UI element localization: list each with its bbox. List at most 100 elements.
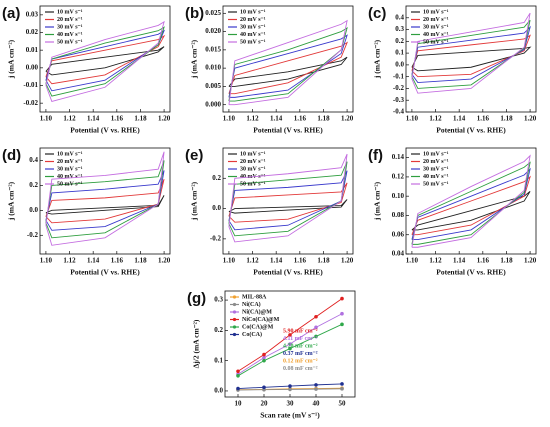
legend-label: 10 mV s⁻¹: [240, 151, 266, 157]
series-line: [411, 154, 531, 248]
series-line: [45, 34, 166, 85]
legend-label: 40 mV s⁻¹: [57, 32, 83, 38]
legend-label: Ni(CA): [242, 301, 261, 308]
x-tick-label: 1.14: [453, 115, 466, 123]
legend-label: 40 mV s⁻¹: [57, 174, 83, 180]
panel-label: (a): [2, 5, 20, 22]
y-axis-label: j (mA cm⁻²): [190, 39, 199, 79]
x-tick-label: 1.10: [223, 115, 236, 123]
point: [236, 374, 240, 378]
series-line: [45, 195, 165, 215]
x-tick-label: 1.14: [270, 115, 283, 123]
legend-marker: [232, 317, 237, 322]
series-line: [228, 41, 349, 95]
legend-label: 50 mV s⁻¹: [240, 181, 266, 187]
x-tick-label: 50: [339, 400, 347, 408]
legend-label: 50 mV s⁻¹: [423, 181, 449, 187]
y-tick-label: -0.1: [393, 72, 405, 80]
point: [262, 352, 266, 357]
legend-label: MIL-88A: [242, 294, 267, 300]
y-tick-label: -0.2: [27, 231, 39, 239]
x-tick-label: 1.14: [87, 257, 100, 265]
point: [340, 382, 344, 386]
y-tick-label: 0.03: [26, 10, 39, 18]
annotation: 5.90 mF cm⁻²: [283, 328, 318, 334]
legend-label: Co(CA): [242, 331, 262, 338]
point: [262, 355, 266, 360]
x-tick-label: 1.12: [429, 115, 442, 123]
series-line: [228, 19, 348, 106]
panel: (g) 10 20 30 40 50 0.0 0.1 0.2 0.3 Scan rate (mV s…: [187, 290, 356, 420]
series-line: [411, 46, 532, 72]
legend-label: 10 mV s⁻¹: [57, 151, 83, 157]
series-line: [228, 56, 348, 87]
legend-label: 50 mV s⁻¹: [57, 181, 83, 187]
panel: (d) 1.10 1.12 1.14 1.16 1.18 1.20 -0.2 0.0 0.2 0.4…: [2, 147, 171, 277]
x-tick-label: 1.12: [63, 115, 76, 123]
series-line: [228, 199, 348, 214]
y-tick-label: 0.020: [205, 27, 221, 35]
y-tick-label: -0.01: [23, 81, 38, 89]
point: [288, 384, 292, 388]
legend-label: 20 mV s⁻¹: [57, 159, 83, 165]
series-line: [45, 178, 165, 224]
x-tick-label: 40: [313, 400, 321, 408]
x-tick-label: 1.16: [111, 115, 124, 123]
x-tick-label: 1.16: [477, 115, 490, 123]
legend-label: 40 mV s⁻¹: [423, 174, 449, 180]
y-tick-label: 0.0: [212, 204, 221, 212]
legend-marker: [232, 302, 237, 307]
series-line: [45, 26, 165, 97]
legend-marker: [232, 295, 237, 299]
y-axis-label: j (mA cm⁻²): [373, 181, 382, 221]
plot-frame: [222, 5, 354, 113]
legend-label: 30 mV s⁻¹: [423, 24, 449, 30]
x-axis-label: Potential (V vs. RHE): [436, 268, 506, 277]
point: [236, 369, 240, 374]
y-tick-label: 0.2: [214, 326, 223, 334]
series-line: [228, 153, 348, 243]
y-tick-label: 0.010: [205, 64, 221, 72]
panel-label: (c): [368, 5, 386, 22]
panel-label: (e): [185, 147, 203, 164]
legend-label: 50 mV s⁻¹: [57, 39, 83, 45]
y-tick-label: 0.10: [392, 192, 405, 200]
y-tick-label: 0.3: [214, 296, 223, 304]
annotation: 0.12 mF cm⁻²: [283, 358, 318, 364]
y-tick-label: 0.2: [29, 181, 38, 189]
series-line: [228, 161, 348, 237]
x-tick-label: 30: [287, 400, 295, 408]
x-axis-label: Potential (V vs. RHE): [70, 126, 140, 135]
series-line: [411, 191, 531, 231]
x-tick-label: 1.10: [40, 115, 53, 123]
x-tick-label: 1.20: [341, 115, 354, 123]
x-tick-label: 1.18: [134, 257, 147, 265]
series-line: [411, 167, 531, 240]
x-tick-label: 1.18: [500, 115, 513, 123]
y-tick-label: 0.015: [205, 45, 221, 53]
x-tick-label: 20: [261, 400, 269, 408]
y-axis-label: Δj/2 (mA cm⁻²): [192, 319, 201, 368]
legend-marker: [232, 310, 237, 314]
legend-label: 20 mV s⁻¹: [240, 159, 266, 165]
x-axis-label: Potential (V vs. RHE): [253, 268, 323, 277]
x-tick-label: 1.10: [40, 257, 53, 265]
y-tick-label: 0.0: [29, 206, 38, 214]
panel: (a) 1.10 1.12 1.14 1.16 1.18 1.20 -0.02 -0.01 0.0…: [2, 5, 171, 135]
legend-label: 20 mV s⁻¹: [423, 17, 449, 23]
y-tick-label: 0.2: [395, 37, 404, 45]
x-tick-label: 10: [235, 400, 243, 408]
x-axis-label: Potential (V vs. RHE): [436, 126, 506, 135]
y-tick-label: 0.0: [214, 387, 223, 395]
y-tick-label: 0.1: [214, 356, 223, 364]
x-tick-label: 1.20: [524, 257, 537, 265]
legend-label: 20 mV s⁻¹: [240, 17, 266, 23]
y-tick-label: 0.14: [392, 153, 405, 161]
x-tick-label: 1.14: [270, 257, 283, 265]
y-tick-label: -0.2: [393, 84, 405, 92]
series-line: [411, 19, 531, 89]
panel: (c) 1.10 1.12 1.14 1.16 1.18 1.20 -0.4 -0.3 -0.2 -…: [368, 5, 537, 135]
x-axis-label: Potential (V vs. RHE): [70, 268, 140, 277]
point: [288, 342, 292, 346]
